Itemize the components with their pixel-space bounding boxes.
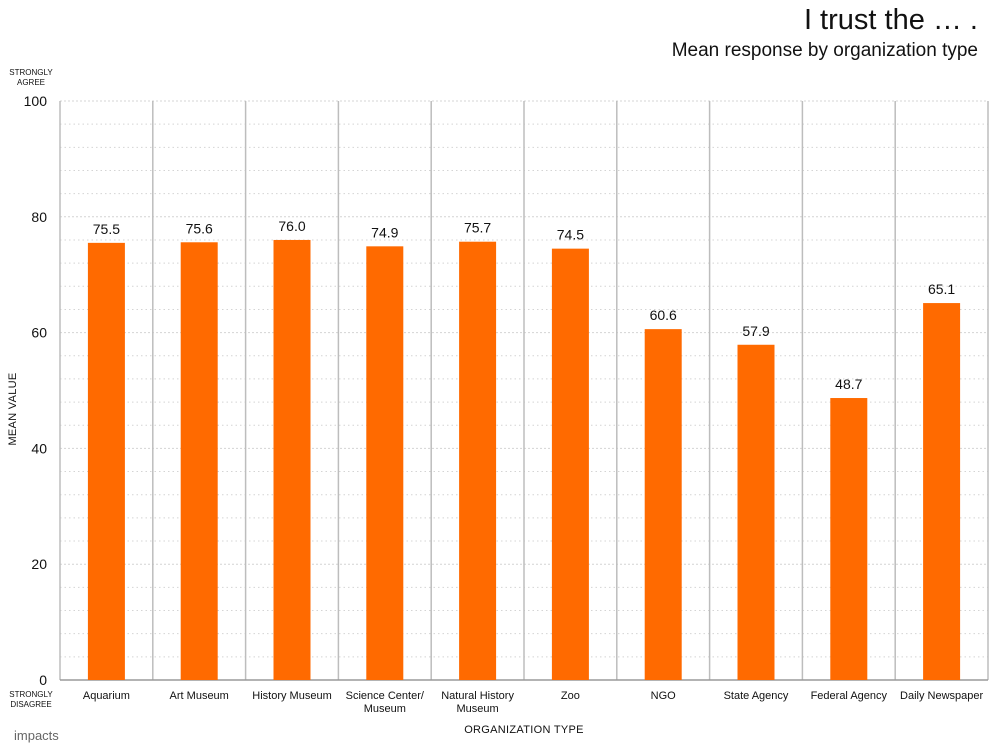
y-tick-label: 40: [31, 440, 47, 456]
x-tick-label: Daily Newspaper: [900, 690, 983, 702]
bar-7: [644, 329, 682, 680]
x-tick-label: Federal Agency: [811, 690, 888, 702]
x-tick-label: NGO: [651, 690, 677, 702]
data-label: 75.5: [93, 221, 120, 237]
scale-anchor-top: STRONGLY AGREE: [9, 68, 53, 87]
x-tick-label: History Museum: [252, 690, 331, 702]
x-tick-label: Zoo: [561, 690, 580, 702]
y-tick-label: 20: [31, 556, 47, 572]
bar-3: [273, 239, 311, 680]
x-tick-label: Natural History: [441, 690, 514, 702]
data-label: 48.7: [835, 376, 862, 392]
data-label: 75.6: [186, 220, 213, 236]
data-label: 76.0: [278, 218, 305, 234]
data-label: 74.5: [557, 227, 584, 243]
scale-anchor-bottom: STRONGLY DISAGREE: [9, 690, 53, 709]
bar-8: [737, 344, 775, 680]
x-tick-label: Aquarium: [83, 690, 130, 702]
data-label: 75.7: [464, 220, 491, 236]
chart-subtitle: Mean response by organization type: [671, 40, 978, 61]
data-label: 60.6: [650, 307, 677, 323]
x-tick-label: State Agency: [724, 690, 789, 702]
x-tick-label: Museum: [457, 703, 499, 715]
bar-2: [180, 242, 218, 680]
bar-4: [366, 246, 404, 681]
data-label: 57.9: [742, 323, 769, 339]
chart-title: I trust the … .: [803, 4, 978, 36]
data-label: 74.9: [371, 224, 398, 240]
bar-6: [551, 248, 589, 680]
x-tick-label: Science Center/: [346, 690, 425, 702]
x-tick-label: Art Museum: [170, 690, 229, 702]
data-label: 65.1: [928, 281, 955, 297]
bar-1: [87, 242, 125, 681]
bar-5: [459, 241, 497, 680]
impacts-logo: impacts: [14, 728, 59, 743]
x-tick-label: Museum: [364, 703, 406, 715]
x-axis-label: ORGANIZATION TYPE: [464, 724, 584, 736]
y-tick-label: 100: [24, 93, 48, 109]
bar-10: [923, 303, 961, 680]
y-tick-label: 60: [31, 325, 47, 341]
bar-9: [830, 398, 868, 680]
y-tick-label: 0: [39, 672, 47, 688]
y-tick-label: 80: [31, 209, 47, 225]
